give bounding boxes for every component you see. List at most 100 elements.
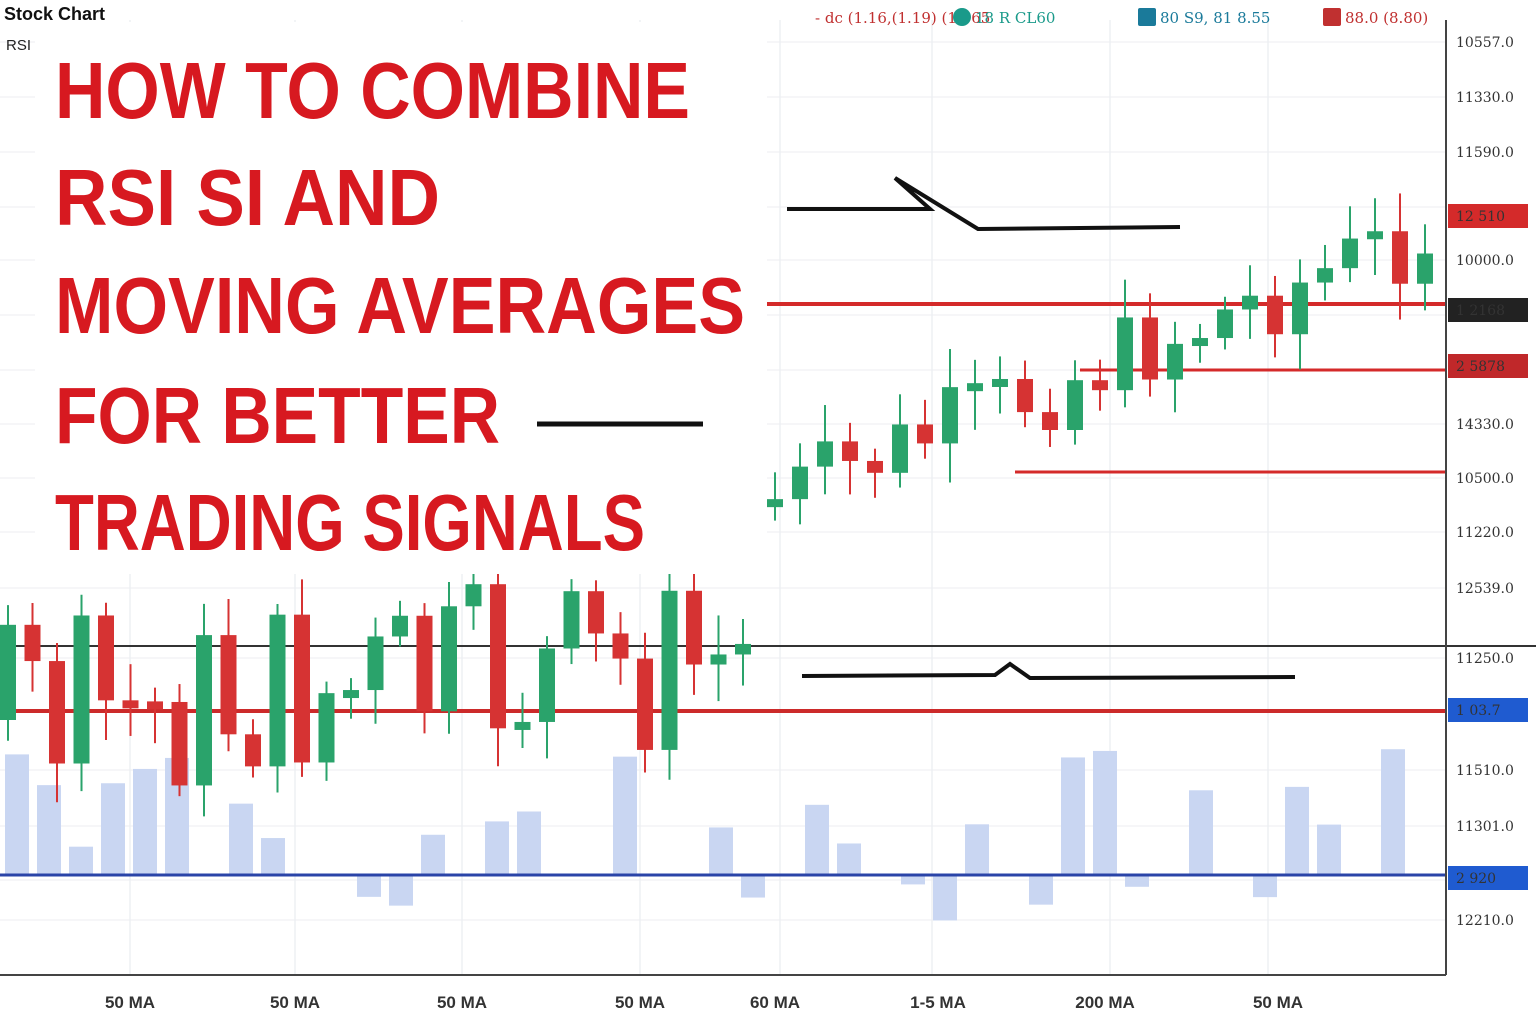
candle-body xyxy=(416,615,433,712)
candle-body xyxy=(269,614,286,767)
candle-body xyxy=(171,701,188,786)
legend-entry: 88.0 (8.80) xyxy=(1345,9,1428,27)
candle-body xyxy=(967,383,983,392)
price-tag xyxy=(1448,298,1528,322)
legend-icon xyxy=(1323,8,1341,26)
price-tag xyxy=(1448,698,1528,722)
candle-body xyxy=(49,661,65,764)
time-label: 50 MA xyxy=(615,993,665,1012)
candle-body xyxy=(343,690,359,699)
price-tag xyxy=(1448,354,1528,378)
volume-bar xyxy=(741,875,765,898)
volume-bar xyxy=(517,811,541,875)
candle-body xyxy=(1367,231,1383,240)
moving-average xyxy=(801,661,1296,681)
price-tag xyxy=(1448,204,1528,228)
price-label: 10557.0 xyxy=(1456,35,1514,51)
candle-body xyxy=(1067,380,1083,430)
volume-bar xyxy=(1125,875,1149,887)
volume-bar xyxy=(69,846,93,875)
legend-icon xyxy=(953,8,971,26)
candle-body xyxy=(892,424,908,473)
candle-body xyxy=(563,591,580,649)
volume-bar xyxy=(5,754,29,875)
volume-bar xyxy=(1285,786,1309,875)
volume-bar xyxy=(1093,750,1117,875)
price-label: 11330.0 xyxy=(1456,90,1514,106)
candle-body xyxy=(842,441,858,461)
candle-body xyxy=(147,701,163,710)
candle-body xyxy=(98,615,114,701)
volume-bar xyxy=(1189,790,1213,875)
price-label: 10000.0 xyxy=(1456,253,1514,269)
volume-bar xyxy=(485,821,509,875)
time-label: 60 MA xyxy=(750,993,800,1012)
candle-body xyxy=(465,584,482,607)
volume-bar xyxy=(805,804,829,875)
candle-body xyxy=(24,624,41,662)
candle-body xyxy=(817,441,833,467)
volume-bar xyxy=(1253,875,1277,898)
legend-entry: - dc (1.16,(1.19) (1.365 xyxy=(815,9,990,27)
candle-body xyxy=(1042,412,1058,430)
symbol: RSI xyxy=(6,37,31,54)
candle-body xyxy=(539,648,555,722)
candle-body xyxy=(1392,231,1408,284)
candle-body xyxy=(1417,253,1433,284)
candle-body xyxy=(514,721,531,730)
candle-body xyxy=(392,615,408,637)
volume-bars xyxy=(5,749,1405,921)
candle-body xyxy=(1217,309,1233,339)
candle-body xyxy=(686,590,702,665)
volume-bar xyxy=(1381,749,1405,875)
volume-bar xyxy=(1317,824,1341,875)
moving-average xyxy=(787,176,1181,232)
volume-bar xyxy=(389,875,413,906)
price-label: 11510.0 xyxy=(1456,763,1514,779)
candle-body xyxy=(1117,317,1133,391)
legend-entry: 80 S9, 81 8.55 xyxy=(1160,9,1270,27)
legend-entry: 18 R CL60 xyxy=(975,9,1055,27)
candle-body xyxy=(1017,378,1033,413)
price-label: 11590.0 xyxy=(1456,145,1514,161)
candle-body xyxy=(1267,295,1283,335)
price-label: 1 03.7 xyxy=(1456,703,1501,719)
time-label: 50 MA xyxy=(105,993,155,1012)
volume-bar xyxy=(1029,875,1053,905)
price-label: 2 920 xyxy=(1456,871,1496,887)
candle-body xyxy=(490,584,506,729)
time-label: 50 MA xyxy=(1253,993,1303,1012)
price-tag xyxy=(1448,866,1528,890)
candle-body xyxy=(661,590,678,750)
price-label: 1 2168 xyxy=(1456,303,1505,319)
candle-body xyxy=(122,700,139,709)
time-label: 50 MA xyxy=(270,993,320,1012)
app-title: Stock Chart xyxy=(4,4,105,24)
candle-body xyxy=(1317,268,1333,283)
price-label: 10500.0 xyxy=(1456,471,1514,487)
candle-body xyxy=(1292,282,1308,335)
volume-bar xyxy=(357,875,381,897)
headline-line: TRADING SIGNALS xyxy=(55,478,645,567)
candle-body xyxy=(767,499,783,508)
candles xyxy=(0,193,1433,817)
candle-body xyxy=(792,466,808,500)
candle-body xyxy=(220,635,237,735)
volume-bar xyxy=(421,834,445,875)
candle-body xyxy=(612,633,629,659)
volume-bar xyxy=(965,824,989,875)
candle-body xyxy=(1242,295,1258,310)
volume-bar xyxy=(229,803,253,875)
candle-body xyxy=(245,734,261,767)
volume-bar xyxy=(933,875,957,921)
volume-bar xyxy=(613,756,637,875)
headline-line: FOR BETTER xyxy=(55,371,500,460)
candle-body xyxy=(1342,238,1358,269)
candle-body xyxy=(867,460,883,473)
price-label: 11301.0 xyxy=(1456,819,1514,835)
candle-body xyxy=(917,424,933,444)
price-label: 11220.0 xyxy=(1456,525,1514,541)
candle-body xyxy=(73,615,90,764)
volume-bar xyxy=(709,827,733,875)
